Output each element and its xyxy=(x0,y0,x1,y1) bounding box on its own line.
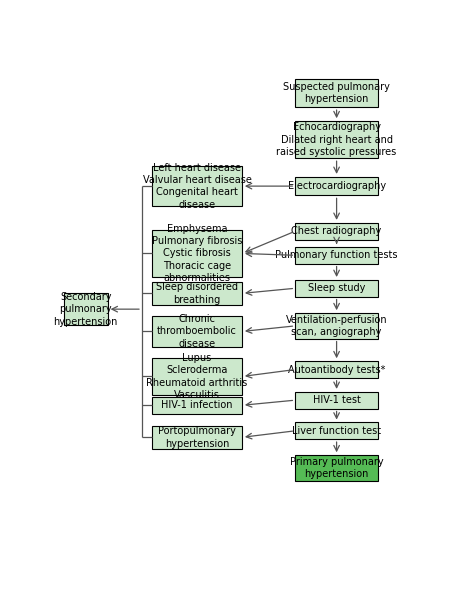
FancyBboxPatch shape xyxy=(295,247,378,264)
FancyBboxPatch shape xyxy=(295,313,378,339)
FancyBboxPatch shape xyxy=(152,426,242,449)
Text: Chronic
thromboembolic
disease: Chronic thromboembolic disease xyxy=(157,314,237,349)
FancyBboxPatch shape xyxy=(152,397,242,414)
Text: Primary pulmonary
hypertension: Primary pulmonary hypertension xyxy=(290,456,383,479)
Text: Electrocardiography: Electrocardiography xyxy=(288,181,386,191)
FancyBboxPatch shape xyxy=(295,80,378,107)
FancyBboxPatch shape xyxy=(295,455,378,481)
FancyBboxPatch shape xyxy=(295,392,378,408)
FancyBboxPatch shape xyxy=(295,177,378,195)
Text: Portopulmonary
hypertension: Portopulmonary hypertension xyxy=(158,426,236,449)
FancyBboxPatch shape xyxy=(295,423,378,439)
Text: Echocardiography
Dilated right heart and
raised systolic pressures: Echocardiography Dilated right heart and… xyxy=(276,122,397,157)
FancyBboxPatch shape xyxy=(64,294,108,325)
FancyBboxPatch shape xyxy=(295,223,378,239)
FancyBboxPatch shape xyxy=(152,282,242,305)
FancyBboxPatch shape xyxy=(152,315,242,347)
Text: Liver function test: Liver function test xyxy=(292,426,381,436)
Text: Suspected pulmonary
hypertension: Suspected pulmonary hypertension xyxy=(283,82,390,104)
Text: Left heart disease
Valvular heart disease
Congenital heart
disease: Left heart disease Valvular heart diseas… xyxy=(143,163,251,210)
Text: Pulmonary function tests: Pulmonary function tests xyxy=(275,250,398,260)
Text: Sleep disordered
breathing: Sleep disordered breathing xyxy=(156,282,238,305)
FancyBboxPatch shape xyxy=(295,361,378,378)
FancyBboxPatch shape xyxy=(295,121,378,158)
FancyBboxPatch shape xyxy=(152,166,242,206)
Text: Emphysema
Pulmonary fibrosis
Cystic fibrosis
Thoracic cage
abnormalities: Emphysema Pulmonary fibrosis Cystic fibr… xyxy=(152,224,242,283)
Text: Chest radiography: Chest radiography xyxy=(292,226,382,236)
Text: Secondary
pulmonary
hypertension: Secondary pulmonary hypertension xyxy=(54,292,118,327)
Text: Sleep study: Sleep study xyxy=(308,283,365,293)
Text: Autoantibody tests*: Autoantibody tests* xyxy=(288,365,385,374)
Text: Ventilation-perfusion
scan, angiography: Ventilation-perfusion scan, angiography xyxy=(286,315,387,337)
FancyBboxPatch shape xyxy=(295,280,378,297)
Text: HIV-1 test: HIV-1 test xyxy=(313,395,361,405)
FancyBboxPatch shape xyxy=(152,358,242,395)
Text: Lupus
Scleroderma
Rheumatoid arthritis
Vasculitis: Lupus Scleroderma Rheumatoid arthritis V… xyxy=(146,353,247,400)
Text: HIV-1 infection: HIV-1 infection xyxy=(161,400,233,410)
FancyBboxPatch shape xyxy=(152,230,242,277)
